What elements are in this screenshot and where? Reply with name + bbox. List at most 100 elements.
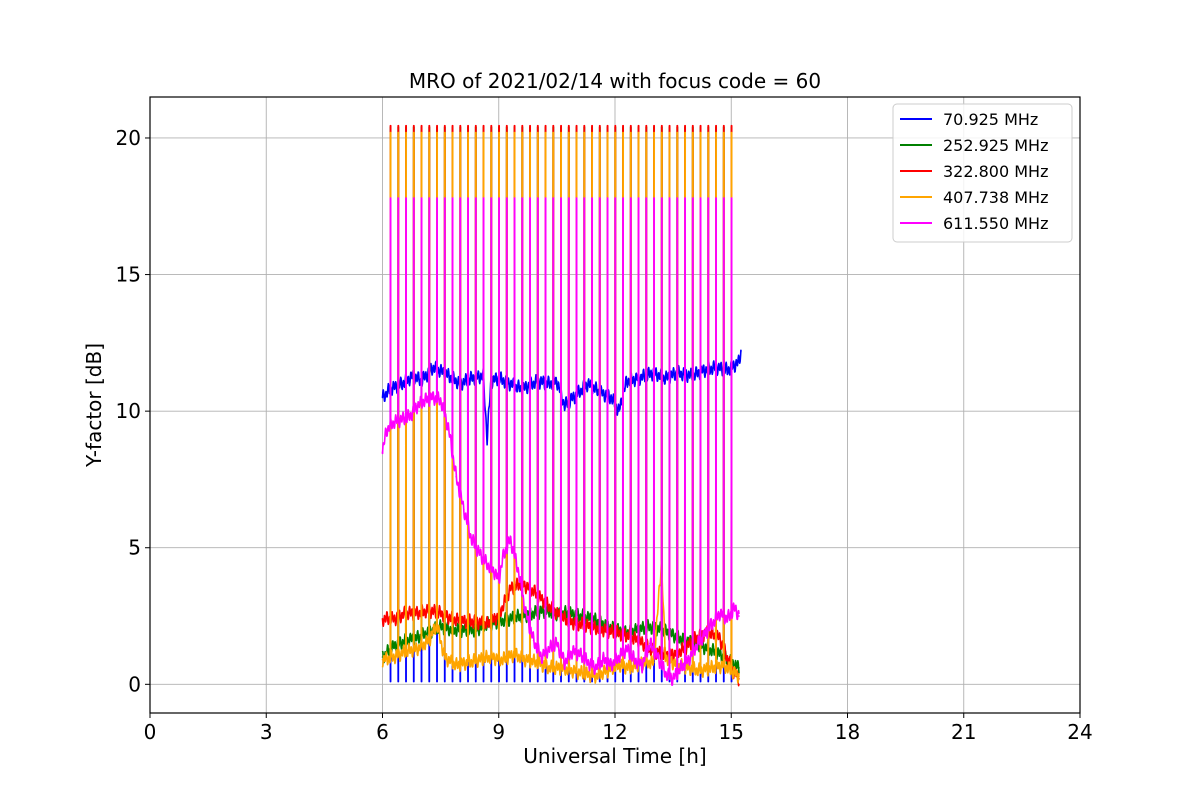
data-point <box>463 628 465 631</box>
series-line <box>381 131 740 684</box>
legend-label: 70.925 MHz <box>943 110 1038 129</box>
data-point <box>687 658 690 661</box>
data-point <box>559 667 562 669</box>
chart-title: MRO of 2021/02/14 with focus code = 60 <box>409 69 821 93</box>
data-point <box>497 579 500 582</box>
data-point <box>532 612 535 615</box>
series-line <box>381 197 740 686</box>
tick-layer: 0 3 6 9 12 15 18 21 24 0 5 10 15 20 <box>116 126 1093 744</box>
data-point <box>625 634 628 636</box>
data-point <box>587 383 589 385</box>
y-axis-label: Y-factor [dB] <box>82 343 106 468</box>
legend: 70.925 MHz 252.925 MHz 322.800 MHz 407.7… <box>892 103 1073 243</box>
data-point <box>486 623 488 626</box>
data-point <box>594 675 597 677</box>
data-point <box>699 669 702 672</box>
data-point <box>385 429 388 432</box>
data-point <box>439 399 442 402</box>
x-tick-label: 6 <box>376 720 389 744</box>
data-point <box>517 568 519 571</box>
data-point <box>618 664 620 666</box>
data-point <box>486 437 488 440</box>
data-point <box>393 645 395 647</box>
data-point <box>726 617 729 620</box>
data-point <box>563 404 566 407</box>
data-point <box>424 399 426 402</box>
data-point <box>587 661 589 664</box>
data-point <box>687 667 690 669</box>
data-point <box>478 552 481 554</box>
data-point <box>711 667 713 669</box>
data-point <box>734 607 736 609</box>
data-point <box>738 675 740 677</box>
data-point <box>509 587 512 590</box>
data-point <box>649 642 651 645</box>
data-point <box>680 667 682 669</box>
data-point <box>548 383 550 385</box>
x-axis-label: Universal Time [h] <box>523 744 706 768</box>
data-point <box>393 617 395 620</box>
data-point <box>656 656 659 658</box>
data-point <box>718 637 721 639</box>
x-tick-label: 9 <box>492 720 505 744</box>
data-point <box>556 642 558 645</box>
data-point <box>571 669 574 672</box>
data-point <box>470 377 473 380</box>
data-point <box>470 538 473 541</box>
legend-box <box>892 103 1073 243</box>
data-point <box>416 637 419 639</box>
data-point <box>672 653 674 656</box>
data-point <box>738 615 740 617</box>
data-point <box>726 369 729 371</box>
data-point <box>381 658 384 661</box>
data-point <box>408 415 411 418</box>
y-tick-label: 0 <box>128 672 141 696</box>
data-point <box>381 451 384 453</box>
data-point <box>381 396 384 399</box>
data-point <box>563 661 566 664</box>
x-tick-label: 18 <box>835 720 860 744</box>
data-point <box>633 658 636 661</box>
data-point <box>532 639 535 642</box>
data-point <box>610 664 612 666</box>
data-point <box>738 667 740 669</box>
x-tick-label: 24 <box>1067 720 1092 744</box>
legend-label: 407.738 MHz <box>943 188 1048 207</box>
data-point <box>594 667 597 669</box>
data-point <box>606 669 609 672</box>
data-point <box>695 645 698 647</box>
data-point <box>435 623 438 626</box>
data-point <box>548 667 550 669</box>
data-point <box>652 661 655 664</box>
data-point <box>556 612 558 615</box>
data-point <box>466 661 469 664</box>
data-point <box>455 475 457 478</box>
data-point <box>718 612 721 615</box>
data-point <box>432 366 434 369</box>
data-point <box>532 590 535 593</box>
data-point <box>494 571 496 574</box>
x-tick-label: 3 <box>260 720 273 744</box>
series-line <box>381 124 740 687</box>
data-point <box>525 612 527 615</box>
data-point <box>618 656 620 658</box>
data-point <box>428 639 430 642</box>
data-point <box>501 557 504 560</box>
data-point <box>486 563 488 565</box>
y-tick-label: 5 <box>128 536 141 560</box>
data-point <box>439 612 442 615</box>
data-point <box>416 612 419 615</box>
x-tick-label: 12 <box>602 720 627 744</box>
data-point <box>740 350 742 352</box>
data-point <box>738 361 740 363</box>
data-point <box>625 380 628 382</box>
data-point <box>625 648 628 650</box>
data-point <box>381 617 384 620</box>
data-point <box>478 658 481 661</box>
data-point <box>432 396 434 399</box>
data-point <box>443 656 446 658</box>
data-point <box>404 650 407 653</box>
data-point <box>672 634 674 636</box>
